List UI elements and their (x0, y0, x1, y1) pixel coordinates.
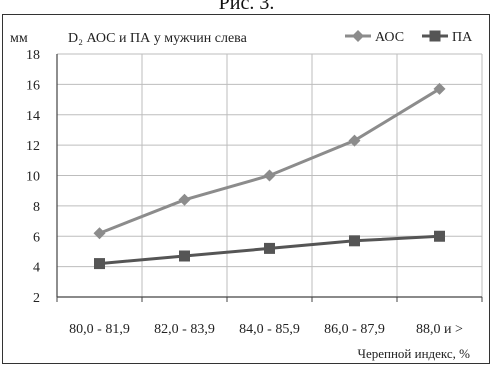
y-tick-label: 14 (26, 109, 40, 124)
series-line (98, 87, 441, 235)
data-point-diamond (263, 169, 276, 182)
x-tick-label: 88,0 и > (416, 322, 463, 337)
legend: АОС ПА (345, 30, 473, 45)
y-tick-label: 18 (26, 48, 40, 63)
y-tick-label: 16 (26, 78, 40, 93)
x-tick-label: 86,0 - 87,9 (324, 322, 385, 337)
data-point-square (434, 230, 445, 242)
data-point-square (264, 242, 275, 254)
data-point-square (179, 250, 190, 262)
y-tick-label: 10 (26, 170, 40, 185)
gridlines (56, 53, 483, 302)
data-point-square (429, 30, 441, 42)
data-point-square (94, 258, 105, 270)
chart-frame (2, 14, 490, 364)
x-tick-label: 82,0 - 83,9 (154, 322, 215, 337)
series-1 (93, 82, 446, 240)
data-point-diamond (93, 227, 106, 240)
x-tick-labels: 80,0 - 81,9 82,0 - 83,9 84,0 - 85,9 86,0 - … (69, 322, 463, 337)
y-tick-label: 6 (33, 230, 40, 245)
legend-label: ПА (452, 30, 473, 45)
chart-title: D₂ АОС и ПА у мужчин слева (68, 31, 248, 46)
data-point-diamond (348, 134, 361, 147)
data-point-square (349, 235, 360, 247)
x-axis-label: Черепной индекс, % (358, 346, 471, 361)
data-point-diamond (352, 30, 364, 42)
y-tick-labels: 2 4 6 8 10 12 14 16 18 (26, 48, 40, 306)
y-tick-label: 12 (26, 139, 40, 154)
series-2 (94, 230, 445, 270)
y-tick-label: 4 (33, 261, 40, 276)
data-point-diamond (433, 82, 446, 95)
y-axis-label: мм (10, 31, 28, 46)
x-tick-label: 80,0 - 81,9 (69, 322, 130, 337)
figure-caption: Рис. 3. (218, 0, 275, 14)
data-point-diamond (178, 193, 191, 206)
x-tick-label: 84,0 - 85,9 (239, 322, 300, 337)
y-tick-label: 2 (33, 291, 40, 306)
series-layer (93, 82, 446, 270)
legend-label: АОС (375, 30, 404, 45)
y-tick-label: 8 (33, 200, 40, 215)
